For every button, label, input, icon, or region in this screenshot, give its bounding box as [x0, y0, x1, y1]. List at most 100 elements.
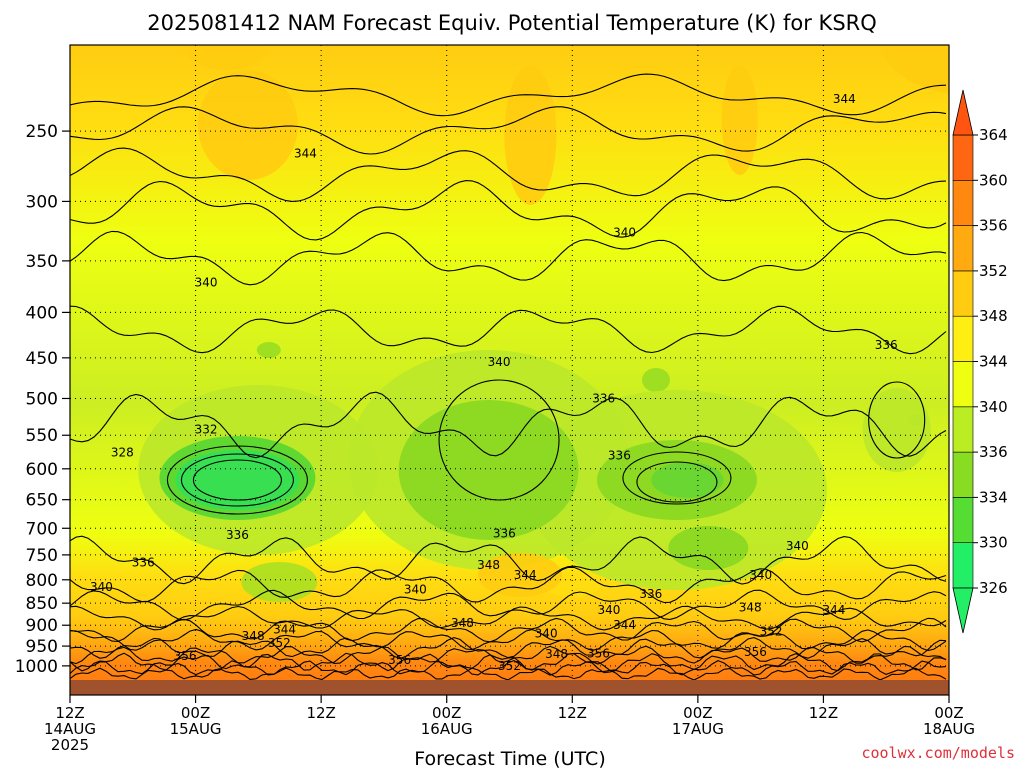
field-patch — [186, 45, 267, 70]
isotherm-label: 340 — [613, 225, 636, 239]
x-tick-label: 2025 — [51, 736, 89, 754]
svg-text:340: 340 — [535, 627, 558, 641]
isotherm-contour — [70, 617, 947, 643]
svg-text:344: 344 — [514, 568, 537, 582]
svg-text:352: 352 — [498, 659, 521, 673]
isotherm-contour — [70, 535, 947, 585]
isotherm-label: 336 — [132, 556, 155, 570]
y-tick-label: 250 — [26, 122, 58, 142]
field-patch — [256, 342, 281, 358]
isotherm-label: 348 — [242, 629, 265, 643]
y-tick-label: 850 — [26, 594, 58, 614]
y-tick-label: 400 — [26, 303, 58, 323]
isotherm-contour — [70, 73, 947, 117]
svg-text:336: 336 — [493, 527, 516, 541]
colorbar-tick-label: 352 — [979, 262, 1008, 280]
x-tick-label: 12Z — [558, 704, 587, 722]
svg-text:348: 348 — [242, 629, 265, 643]
svg-text:344: 344 — [822, 603, 845, 617]
svg-text:340: 340 — [749, 568, 772, 582]
x-tick-label: 00Z — [432, 704, 461, 722]
isotherm-contour — [70, 230, 947, 286]
y-tick-label: 600 — [26, 460, 58, 480]
svg-text:344: 344 — [273, 622, 296, 636]
isotherm-label: 344 — [833, 92, 856, 106]
x-tick-label: 12Z — [306, 704, 335, 722]
isotherm-label: 344 — [294, 147, 317, 161]
isotherm-contour — [70, 147, 947, 202]
colorbar-swatch — [952, 225, 974, 272]
x-tick-label: 14AUG — [44, 720, 96, 738]
field-patch — [880, 45, 949, 94]
svg-text:352: 352 — [268, 636, 291, 650]
y-tick-label: 350 — [26, 252, 58, 272]
colorbar-tick-label: 360 — [979, 171, 1008, 189]
isotherm-contour — [70, 391, 947, 459]
isotherm-label: 356 — [744, 645, 767, 659]
chart-title: 2025081412 NAM Forecast Equiv. Potential… — [147, 11, 877, 35]
colorbar-swatch — [952, 451, 974, 498]
svg-text:340: 340 — [786, 539, 809, 553]
svg-text:348: 348 — [451, 616, 474, 630]
svg-text:348: 348 — [477, 558, 500, 572]
colorbar-swatch — [952, 497, 974, 543]
colorbar-tick-label: 336 — [979, 443, 1008, 461]
x-tick-label: 00Z — [181, 704, 210, 722]
isotherm-contour — [70, 652, 947, 672]
svg-text:332: 332 — [195, 423, 218, 437]
y-tick-label: 650 — [26, 491, 58, 511]
svg-text:340: 340 — [613, 225, 636, 239]
colorbar-tick-label: 344 — [979, 353, 1008, 371]
isotherm-contour — [70, 605, 947, 631]
plot-frame — [69, 44, 950, 696]
isotherm-contour — [70, 659, 947, 676]
isotherm-label: 344 — [514, 568, 537, 582]
field-patch — [241, 562, 318, 602]
field-patch — [175, 450, 300, 510]
svg-text:340: 340 — [195, 275, 218, 289]
isotherm-contour — [622, 451, 732, 505]
isotherm-label: 356 — [388, 653, 411, 667]
isotherm-label: 356 — [587, 646, 610, 660]
svg-text:352: 352 — [760, 625, 783, 639]
y-tick-label: 750 — [26, 546, 58, 566]
colorbar-max-arrow — [952, 89, 974, 136]
isotherm-contour — [70, 305, 947, 355]
svg-text:340: 340 — [90, 580, 113, 594]
colorbar-swatch — [952, 180, 974, 226]
isotherm-label: 340 — [597, 603, 620, 617]
svg-text:356: 356 — [744, 645, 767, 659]
field-patch — [398, 400, 579, 540]
isotherm-label: 348 — [545, 647, 568, 661]
colorbar-tick-label: 330 — [979, 534, 1008, 552]
svg-text:336: 336 — [226, 528, 249, 542]
isotherm-label: 336 — [592, 391, 615, 405]
colorbar-swatch — [952, 270, 974, 317]
isotherm-contour — [438, 379, 560, 501]
x-axis-label: Forecast Time (UTC) — [414, 748, 605, 768]
isotherm-label: 344 — [273, 622, 296, 636]
svg-text:336: 336 — [132, 556, 155, 570]
isotherm-contour — [180, 453, 294, 507]
colorbar-tick-label: 340 — [979, 398, 1008, 416]
colorbar-swatch — [952, 406, 974, 453]
isotherm-label: 340 — [195, 275, 218, 289]
isotherm-label: 340 — [488, 355, 511, 369]
svg-text:340: 340 — [404, 582, 427, 596]
isotherm-label: 348 — [451, 616, 474, 630]
svg-text:344: 344 — [613, 618, 636, 632]
svg-text:348: 348 — [739, 601, 762, 615]
isotherm-label: 340 — [786, 539, 809, 553]
colorbar-tick-label: 364 — [979, 126, 1008, 144]
isotherm-contour — [70, 566, 947, 604]
isotherm-label: 352 — [498, 659, 521, 673]
terrain-band — [70, 680, 949, 695]
field-patch — [642, 368, 670, 392]
y-tick-label: 300 — [26, 192, 58, 212]
svg-text:348: 348 — [545, 647, 568, 661]
x-tick-label: 00Z — [683, 704, 712, 722]
x-tick-label: 15AUG — [170, 720, 222, 738]
colorbar-tick-label: 348 — [979, 307, 1008, 325]
